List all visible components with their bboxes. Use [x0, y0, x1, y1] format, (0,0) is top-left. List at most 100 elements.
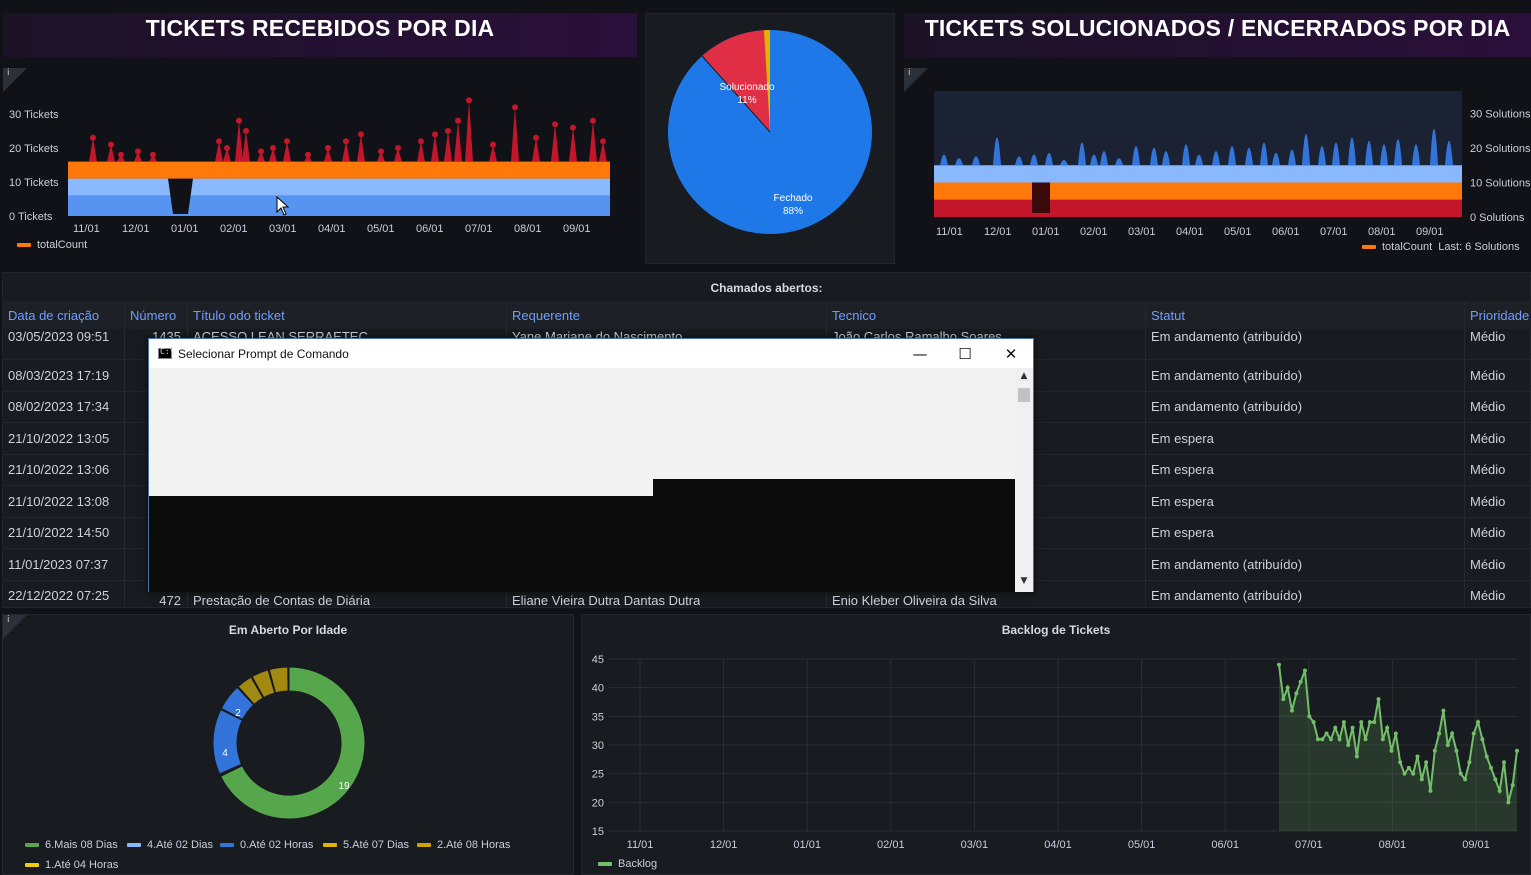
- data-point: [1359, 720, 1364, 725]
- age-legend-item[interactable]: 1.Até 04 Horas: [25, 859, 118, 871]
- table-row[interactable]: 08/02/2023 17:34 Em andamento (atribuído)…: [3, 392, 1531, 423]
- header-number[interactable]: Número: [130, 308, 177, 323]
- cell-status: Em andamento (atribuído): [1151, 399, 1303, 414]
- pie-label-solucionado: Solucionado: [719, 82, 774, 93]
- x-tick-label: 12/01: [122, 223, 150, 235]
- mouse-cursor-icon: [276, 196, 290, 216]
- age-legend-item[interactable]: 0.Até 02 Horas: [220, 839, 313, 851]
- data-point: [445, 128, 451, 134]
- data-point: [1354, 754, 1359, 759]
- info-icon[interactable]: i: [3, 615, 27, 639]
- band-orange: [68, 161, 610, 179]
- solved-legend-label: totalCount: [1382, 241, 1433, 253]
- cell-prio: Médio: [1470, 525, 1506, 540]
- legend-swatch: [598, 862, 612, 867]
- scroll-down-icon[interactable]: ▼: [1020, 576, 1028, 586]
- data-point: [1298, 679, 1303, 684]
- cell-status: Em espera: [1151, 525, 1214, 540]
- age-legend-item[interactable]: 4.Até 02 Dias: [127, 839, 213, 851]
- backlog-legend[interactable]: Backlog: [598, 858, 657, 870]
- data-point: [1285, 685, 1290, 690]
- data-point: [224, 145, 230, 151]
- header-technician[interactable]: Tecnico: [832, 308, 877, 323]
- data-point: [1324, 731, 1329, 736]
- donut-segment: [251, 669, 276, 699]
- x-tick-label: 05/01: [1128, 839, 1156, 851]
- data-point: [378, 148, 384, 155]
- solved-legend-last: Last: 6 Solutions: [1438, 241, 1520, 253]
- pie-pct-solucionado: 11%: [737, 95, 756, 106]
- x-tick-label: 11/01: [627, 839, 654, 851]
- cmd-window[interactable]: C:\ Selecionar Prompt de Comando — ☐ ✕ ▲…: [148, 338, 1034, 592]
- data-point: [270, 145, 276, 151]
- data-point: [1428, 788, 1433, 793]
- received-title-banner: TICKETS RECEBIDOS POR DIA: [3, 13, 637, 57]
- data-point: [236, 117, 242, 124]
- cmd-console[interactable]: [149, 368, 1015, 592]
- age-legend-item[interactable]: 2.Até 08 Horas: [417, 839, 510, 851]
- series-blue-peaks: [934, 128, 1462, 166]
- data-point: [455, 117, 461, 124]
- x-tick-label: 04/01: [1176, 226, 1204, 238]
- data-point: [432, 131, 438, 138]
- cmd-title-bar[interactable]: C:\ Selecionar Prompt de Comando — ☐ ✕: [149, 339, 1033, 368]
- legend-swatch: [1362, 245, 1376, 250]
- pie-slice-other: [764, 30, 770, 132]
- x-tick-label: 03/01: [269, 223, 297, 235]
- x-tick-label: 12/01: [710, 839, 738, 851]
- data-point: [1277, 662, 1281, 667]
- maximize-button[interactable]: ☐: [958, 345, 972, 363]
- header-status[interactable]: Statut: [1151, 308, 1185, 323]
- x-tick-label: 02/01: [877, 839, 905, 851]
- cell-prio: Médio: [1470, 399, 1506, 414]
- band-blue: [68, 195, 610, 216]
- data-point: [395, 145, 401, 151]
- cell-status: Em andamento (atribuído): [1151, 329, 1303, 344]
- backlog-chart: 11/01 12/01 01/01 02/01 03/01 04/01 05/01 06/01…: [592, 654, 1519, 851]
- data-point: [1294, 691, 1299, 696]
- scroll-up-icon[interactable]: ▲: [1020, 371, 1028, 381]
- x-tick-label: 02/01: [220, 223, 248, 235]
- data-point: [1471, 731, 1476, 736]
- x-tick-label: 04/01: [1044, 839, 1072, 851]
- y-tick-label: 25: [592, 769, 604, 781]
- table-row[interactable]: 22/12/2022 07:25 472 Prestação de Contas d…: [3, 581, 1531, 606]
- header-requester[interactable]: Requerente: [512, 308, 580, 323]
- header-date[interactable]: Data de criação: [8, 308, 100, 323]
- backlog-title: Backlog de Tickets: [1001, 623, 1111, 637]
- data-point: [1463, 777, 1468, 782]
- data-point: [1484, 754, 1489, 759]
- age-legend-item[interactable]: 5.Até 07 Dias: [323, 839, 409, 851]
- y-tick-label: 20 Solutions: [1470, 143, 1531, 155]
- header-priority[interactable]: Prioridade: [1470, 308, 1530, 323]
- header-title[interactable]: Título odo ticket: [193, 308, 285, 323]
- x-tick-label: 12/01: [984, 226, 1012, 238]
- data-point: [552, 121, 558, 128]
- cell-req: Eliane Vieira Dutra Dantas Dutra: [512, 593, 701, 606]
- data-point: [1406, 765, 1411, 770]
- cmd-scrollbar[interactable]: ▲ ▼: [1015, 368, 1033, 592]
- x-tick-label: 11/01: [936, 226, 963, 238]
- received-panel: i 30 Tickets 20 Tickets 10 Tickets 0 Ticket…: [3, 68, 637, 262]
- info-icon[interactable]: i: [3, 68, 27, 92]
- solved-legend[interactable]: totalCount Last: 6 Solutions: [1362, 241, 1520, 253]
- band-light: [934, 165, 1462, 183]
- data-point: [1441, 708, 1446, 713]
- x-tick-label: 03/01: [961, 839, 989, 851]
- cell-status: Em andamento (atribuído): [1151, 588, 1303, 603]
- cell-prio: Médio: [1470, 556, 1506, 572]
- x-tick-label: 09/01: [1416, 226, 1444, 238]
- scroll-thumb[interactable]: [1018, 388, 1030, 402]
- data-point: [343, 138, 349, 145]
- age-legend-item[interactable]: 6.Mais 08 Dias: [25, 839, 118, 851]
- series-red-peaks: [68, 100, 610, 162]
- y-tick-label: 40: [592, 683, 604, 695]
- received-legend[interactable]: totalCount: [17, 239, 87, 251]
- minimize-button[interactable]: —: [912, 345, 928, 363]
- info-icon[interactable]: i: [904, 68, 928, 92]
- data-point: [1346, 743, 1351, 747]
- close-button[interactable]: ✕: [1004, 345, 1018, 363]
- cell-prio: Médio: [1470, 588, 1506, 603]
- y-tick-label: 45: [592, 654, 604, 666]
